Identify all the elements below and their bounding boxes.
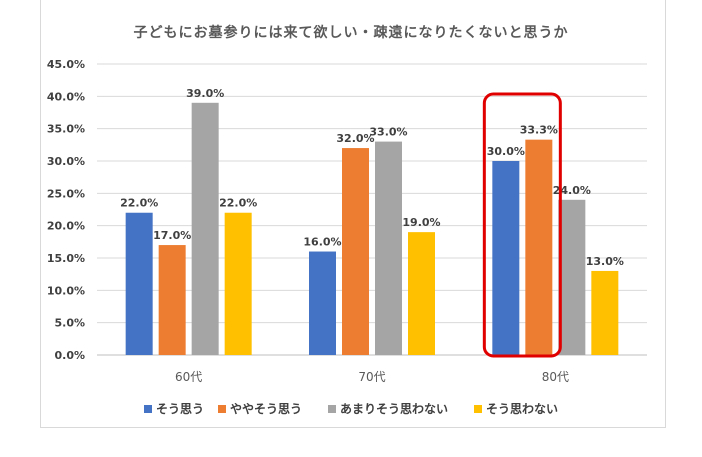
legend: そう思う ややそう思う あまりそう思わない そう思わない bbox=[144, 402, 558, 416]
legend-label: あまりそう思わない bbox=[340, 402, 448, 416]
legend-swatch bbox=[218, 405, 226, 413]
bar bbox=[309, 251, 336, 355]
legend-label: そう思わない bbox=[486, 402, 558, 416]
x-category-label: 70代 bbox=[358, 370, 385, 384]
y-tick-label: 15.0% bbox=[47, 252, 85, 265]
bar bbox=[125, 212, 153, 355]
bar bbox=[158, 245, 186, 355]
data-label: 30.0% bbox=[487, 145, 525, 158]
data-label: 33.3% bbox=[520, 124, 558, 137]
data-label: 39.0% bbox=[186, 87, 224, 100]
bar bbox=[408, 232, 435, 355]
y-axis-ticks: 0.0% 5.0% 10.0% 15.0% 20.0% 25.0% 30.0% 35.0% 40… bbox=[47, 58, 85, 362]
data-label: 32.0% bbox=[336, 132, 374, 145]
data-label: 16.0% bbox=[303, 236, 341, 249]
legend-label: ややそう思う bbox=[230, 402, 302, 416]
data-label: 22.0% bbox=[219, 197, 257, 210]
bar bbox=[525, 139, 553, 355]
data-label: 22.0% bbox=[120, 197, 158, 210]
bar bbox=[591, 270, 619, 355]
highlight-rectangle bbox=[482, 92, 562, 358]
y-tick-label: 0.0% bbox=[54, 349, 85, 362]
chart-frame bbox=[40, 0, 666, 428]
y-tick-label: 45.0% bbox=[47, 58, 85, 71]
y-tick-label: 35.0% bbox=[47, 123, 85, 136]
bar bbox=[375, 141, 402, 355]
y-tick-label: 10.0% bbox=[47, 284, 85, 297]
x-category-label: 80代 bbox=[542, 370, 569, 384]
bar bbox=[224, 212, 252, 355]
data-label: 33.0% bbox=[369, 126, 407, 139]
legend-label: そう思う bbox=[156, 402, 204, 416]
bar bbox=[558, 199, 586, 355]
y-tick-label: 20.0% bbox=[47, 220, 85, 233]
data-label: 24.0% bbox=[553, 184, 591, 197]
highlight-box bbox=[482, 92, 562, 358]
legend-swatch bbox=[474, 405, 482, 413]
bar bbox=[492, 161, 520, 355]
y-tick-label: 5.0% bbox=[54, 317, 85, 330]
bars bbox=[125, 102, 619, 355]
data-label: 19.0% bbox=[402, 216, 440, 229]
data-labels: 22.0% 17.0% 39.0% 22.0% 16.0% 32.0%33.0% 19.0%… bbox=[120, 87, 624, 268]
chart-title: 子どもにお墓参りには来て欲しい・疎遠になりたくないと思うか bbox=[133, 25, 569, 41]
legend-swatch bbox=[144, 405, 152, 413]
data-label: 13.0% bbox=[586, 255, 624, 268]
y-tick-label: 40.0% bbox=[47, 90, 85, 103]
bar bbox=[342, 148, 369, 355]
y-tick-label: 30.0% bbox=[47, 155, 85, 168]
data-label: 17.0% bbox=[153, 229, 191, 242]
gridlines bbox=[97, 63, 647, 356]
x-axis-categories: 60代 70代 80代 bbox=[175, 370, 569, 384]
x-category-label: 60代 bbox=[175, 370, 202, 384]
legend-swatch bbox=[328, 405, 336, 413]
y-tick-label: 25.0% bbox=[47, 187, 85, 200]
bar bbox=[191, 102, 219, 355]
